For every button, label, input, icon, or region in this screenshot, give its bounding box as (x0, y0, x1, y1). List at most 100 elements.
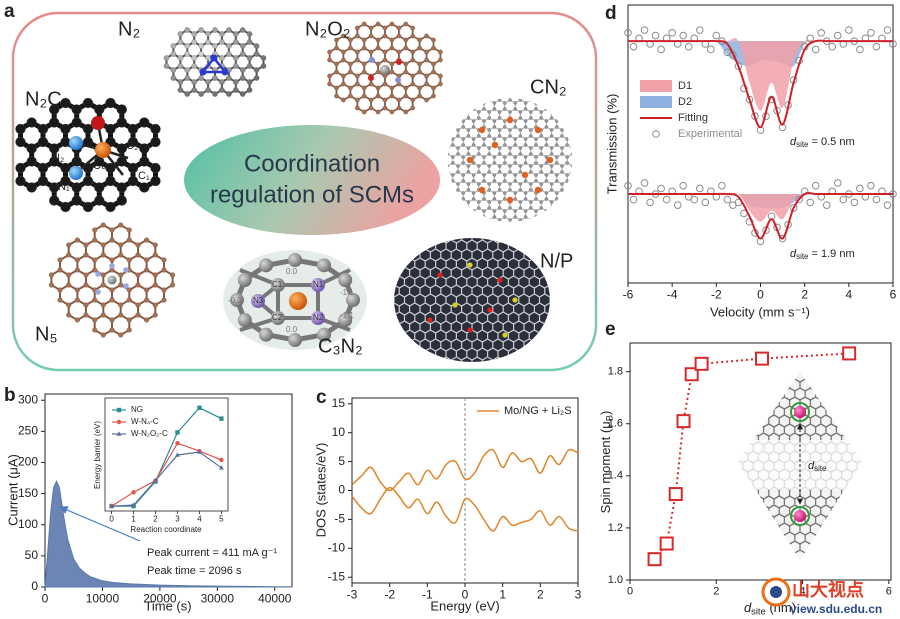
text-part: d (808, 460, 815, 472)
data-point (845, 26, 853, 34)
area (44, 480, 293, 588)
legend-swatch (640, 96, 672, 108)
atom-label: Cu (93, 160, 107, 172)
data-point (679, 31, 688, 40)
x-tick-label: 0 (42, 592, 49, 606)
watermark-name: 山大视点 (792, 579, 864, 600)
x-tick-label: -2 (384, 588, 395, 602)
data-point (822, 201, 831, 209)
y-tick-label: 300 (18, 392, 38, 406)
x-tick-label: 1 (131, 515, 136, 524)
marker (175, 430, 180, 435)
component-area (628, 38, 893, 111)
atom (95, 289, 101, 295)
text-part: = 0.5 nm (808, 136, 854, 148)
x-axis-label: Reaction coordinate (130, 525, 202, 534)
marker (197, 405, 202, 411)
data-point (646, 198, 654, 207)
atom-charge: 0.0 (286, 325, 298, 334)
atom (506, 196, 514, 204)
marker (131, 502, 136, 507)
panel-a: Coordination regulation of SCMs N₂ N₂O₂ … (4, 1, 598, 372)
data-point (657, 184, 665, 193)
atom (271, 311, 285, 325)
atom (534, 186, 542, 194)
watermark-url: view.sdu.edu.cn (790, 602, 882, 616)
site-halo (790, 506, 810, 526)
x-tick-label: 1 (499, 588, 506, 602)
x-tick-label: -6 (623, 288, 634, 302)
marker (116, 431, 122, 436)
data-point (817, 29, 826, 37)
marker (153, 477, 158, 483)
bonds (394, 238, 550, 362)
marker (116, 419, 122, 425)
text-part: d (744, 600, 752, 615)
atom-label: N2 (313, 313, 324, 322)
y-tick-label: 1.0 (608, 574, 623, 586)
annotation: dsite = 1.9 nm (790, 248, 855, 261)
atom (123, 267, 129, 273)
x-tick-label: 3 (175, 515, 180, 524)
lattice (163, 27, 267, 97)
data-point (640, 179, 649, 187)
atom (368, 75, 374, 81)
atoms (448, 98, 572, 222)
x-tick-label: -4 (667, 288, 678, 302)
data-point (624, 181, 632, 190)
atom (317, 258, 331, 273)
data-point (629, 195, 638, 204)
data-point (624, 29, 632, 37)
y-tick-label: 15 (332, 396, 346, 410)
text-part: = 1.9 nm (808, 248, 854, 260)
atom (467, 262, 473, 268)
marker (175, 452, 180, 457)
structure-label: C₃N₂ (318, 335, 363, 357)
x-tick-label: 30000 (201, 592, 235, 606)
x-tick-label: 4 (845, 288, 852, 302)
y-tick-label: 1.6 (608, 418, 623, 430)
atom (521, 171, 529, 179)
atom-charge: -0.3 (228, 296, 242, 305)
structure-label: N/P (540, 250, 573, 272)
marker (131, 490, 136, 495)
data-point (867, 29, 875, 37)
atom (237, 273, 252, 287)
marker (197, 449, 202, 454)
x-tick-label: 4 (197, 515, 202, 524)
series-line (111, 451, 222, 507)
atom-labels: N₂ Cu C₂ N₁ C₁ C1 N1 N2 C2 N3 0.0 -1.1 -… (52, 140, 354, 334)
y-tick-label: 1.4 (608, 470, 623, 482)
atom-charge: -1.1 (340, 311, 354, 320)
text-part: B (605, 415, 615, 421)
y-axis-label: Energy barrier (eV) (93, 421, 102, 489)
metal-site (794, 406, 806, 418)
data-point (668, 29, 676, 37)
series-line (653, 352, 850, 560)
atom (491, 141, 499, 149)
data-point (718, 181, 726, 190)
legend-label: NG (131, 405, 143, 414)
marker (116, 407, 122, 413)
atom (271, 278, 285, 292)
atom (109, 263, 115, 269)
x-tick-label: 2 (713, 586, 719, 598)
data-point (833, 31, 842, 40)
y-tick-label: -5 (334, 512, 345, 526)
atoms (48, 222, 176, 338)
data-point (723, 195, 732, 204)
data-point (701, 198, 710, 207)
legend-label: Experimental (678, 128, 742, 140)
y-axis-label: Spin moment (μB) (598, 411, 614, 514)
atom (221, 68, 229, 76)
x-tick-label: 0 (757, 288, 764, 302)
y-tick-label: -15 (328, 569, 346, 583)
series-line (351, 486, 579, 532)
data-point (651, 31, 660, 40)
x-tick-label: 20000 (143, 592, 177, 606)
y-axis-label: Transmission (%) (604, 94, 619, 195)
plot-frame (629, 342, 892, 581)
text-part: d (790, 248, 797, 260)
